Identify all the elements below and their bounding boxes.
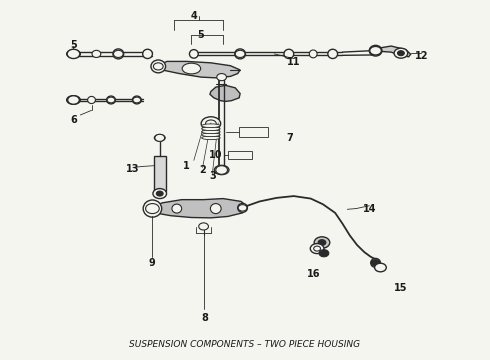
- Circle shape: [216, 166, 227, 174]
- Circle shape: [155, 134, 165, 141]
- Ellipse shape: [202, 127, 220, 131]
- Polygon shape: [380, 46, 411, 57]
- Text: 7: 7: [287, 133, 293, 143]
- Circle shape: [217, 73, 226, 81]
- Circle shape: [370, 46, 381, 55]
- Circle shape: [310, 244, 324, 253]
- Ellipse shape: [151, 60, 166, 73]
- Circle shape: [133, 97, 141, 103]
- Ellipse shape: [202, 133, 220, 136]
- Text: 11: 11: [287, 57, 300, 67]
- Bar: [239, 127, 269, 137]
- Ellipse shape: [143, 200, 162, 217]
- Ellipse shape: [235, 49, 245, 59]
- Ellipse shape: [190, 50, 198, 58]
- Ellipse shape: [132, 96, 141, 104]
- Polygon shape: [210, 85, 240, 102]
- Text: SUSPENSION COMPONENTS – TWO PIECE HOUSING: SUSPENSION COMPONENTS – TWO PIECE HOUSIN…: [129, 340, 361, 349]
- Ellipse shape: [202, 136, 220, 140]
- Circle shape: [67, 49, 80, 59]
- Ellipse shape: [202, 124, 220, 127]
- Circle shape: [146, 203, 159, 213]
- Ellipse shape: [154, 135, 165, 141]
- Text: 4: 4: [191, 11, 197, 21]
- Ellipse shape: [67, 50, 80, 58]
- Ellipse shape: [67, 96, 80, 104]
- Text: 12: 12: [415, 51, 428, 61]
- Text: 16: 16: [306, 269, 320, 279]
- Bar: [228, 152, 252, 159]
- Circle shape: [374, 263, 386, 272]
- Circle shape: [319, 249, 329, 257]
- Circle shape: [153, 63, 163, 70]
- Circle shape: [314, 237, 330, 248]
- Ellipse shape: [201, 117, 220, 130]
- Circle shape: [318, 240, 326, 246]
- Ellipse shape: [172, 204, 182, 213]
- Ellipse shape: [143, 49, 152, 59]
- Text: 5: 5: [70, 40, 77, 50]
- Ellipse shape: [371, 258, 380, 267]
- Circle shape: [371, 260, 380, 266]
- Ellipse shape: [88, 96, 96, 104]
- Polygon shape: [155, 62, 240, 78]
- Ellipse shape: [107, 96, 116, 104]
- Circle shape: [314, 246, 320, 251]
- Ellipse shape: [202, 130, 220, 134]
- Circle shape: [153, 189, 167, 199]
- Ellipse shape: [369, 45, 382, 56]
- Circle shape: [114, 50, 123, 58]
- Ellipse shape: [113, 49, 123, 59]
- Ellipse shape: [92, 50, 101, 58]
- Text: 14: 14: [363, 204, 376, 214]
- Ellipse shape: [284, 49, 294, 59]
- Ellipse shape: [182, 63, 201, 74]
- Ellipse shape: [205, 120, 216, 127]
- Ellipse shape: [328, 49, 338, 59]
- Circle shape: [199, 223, 208, 230]
- Circle shape: [68, 96, 79, 104]
- Text: 1: 1: [183, 161, 190, 171]
- Text: 5: 5: [197, 30, 203, 40]
- Ellipse shape: [210, 203, 221, 213]
- Text: 15: 15: [394, 283, 408, 293]
- Ellipse shape: [214, 165, 229, 175]
- Circle shape: [397, 51, 404, 56]
- Text: 8: 8: [201, 312, 208, 323]
- Text: 10: 10: [209, 150, 222, 160]
- Text: 6: 6: [70, 115, 77, 125]
- Bar: [154, 156, 166, 192]
- Text: 2: 2: [199, 165, 206, 175]
- Circle shape: [238, 204, 247, 211]
- Circle shape: [235, 50, 245, 58]
- Ellipse shape: [309, 50, 317, 58]
- Text: 3: 3: [209, 171, 216, 181]
- Circle shape: [156, 191, 163, 196]
- Circle shape: [107, 97, 115, 103]
- Text: 13: 13: [126, 164, 140, 174]
- Circle shape: [394, 48, 408, 58]
- Polygon shape: [147, 199, 247, 218]
- Text: 9: 9: [148, 258, 155, 268]
- Ellipse shape: [238, 203, 247, 212]
